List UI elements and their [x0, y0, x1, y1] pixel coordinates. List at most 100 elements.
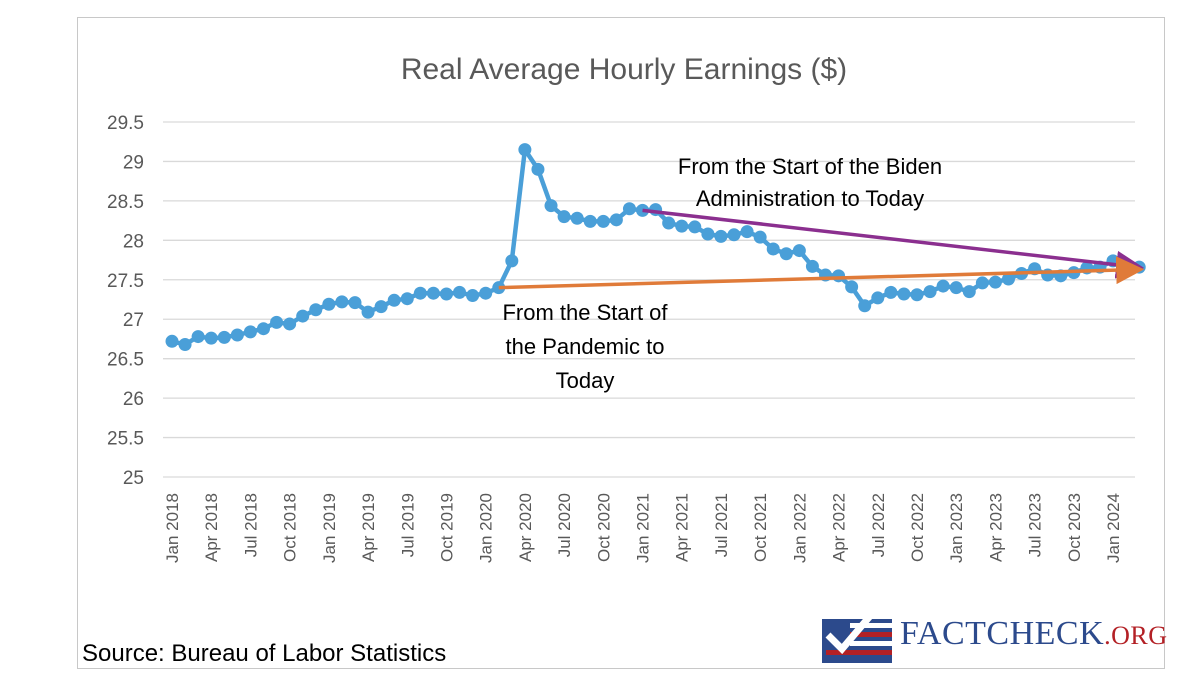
data-point: [701, 227, 715, 241]
x-tick-label: Jul 2022: [869, 493, 888, 557]
data-point: [309, 303, 323, 317]
data-point: [505, 254, 519, 268]
data-point: [165, 334, 179, 348]
data-point: [1001, 272, 1015, 286]
data-point: [439, 287, 453, 301]
data-point: [609, 213, 623, 227]
data-point: [936, 279, 950, 293]
x-tick-label: Jan 2023: [947, 493, 966, 563]
data-point: [884, 285, 898, 299]
data-point: [544, 199, 558, 213]
y-tick-label: 28: [123, 231, 144, 252]
data-point: [466, 289, 480, 303]
data-point: [988, 275, 1002, 289]
x-tick-label: Apr 2022: [830, 493, 849, 562]
data-point: [727, 228, 741, 242]
x-tick-label: Oct 2023: [1065, 493, 1084, 562]
data-point: [662, 216, 676, 230]
data-point: [204, 331, 218, 345]
annotation-text: Administration to Today: [696, 186, 924, 211]
x-tick-label: Jan 2020: [477, 493, 496, 563]
logo-main-text: FACTCHECK: [900, 615, 1105, 652]
data-point: [622, 202, 636, 216]
data-point: [453, 285, 467, 299]
data-point: [871, 291, 885, 305]
x-tick-label: Apr 2018: [202, 493, 221, 562]
annotation-text: From the Start of: [502, 300, 668, 325]
x-tick-label: Jul 2018: [241, 493, 260, 557]
x-tick-label: Apr 2021: [673, 493, 692, 562]
annotation-text: From the Start of the Biden: [678, 154, 942, 179]
data-point: [426, 286, 440, 300]
y-tick-label: 25.5: [107, 429, 144, 450]
data-point: [348, 296, 362, 310]
data-point: [949, 281, 963, 295]
logo-wordmark: FACTCHECK.ORG: [900, 615, 1168, 653]
data-point: [858, 299, 872, 313]
data-point: [518, 143, 532, 157]
flag-checkmark-icon: [822, 606, 892, 663]
x-tick-label: Oct 2019: [437, 493, 456, 562]
data-point: [387, 293, 401, 307]
data-point: [531, 162, 545, 176]
x-tick-label: Jan 2018: [163, 493, 182, 563]
data-point: [243, 325, 257, 339]
data-point: [897, 287, 911, 301]
data-point: [217, 330, 231, 344]
data-point: [845, 280, 859, 294]
factcheck-logo: FACTCHECK.ORG: [820, 605, 1167, 665]
logo-suffix-text: .ORG: [1104, 621, 1168, 650]
annotation-text: Today: [556, 368, 615, 393]
x-tick-label: Jan 2021: [634, 493, 653, 563]
data-point: [583, 214, 597, 228]
source-note: Source: Bureau of Labor Statistics: [82, 640, 447, 667]
x-tick-label: Jul 2023: [1026, 493, 1045, 557]
data-point: [256, 322, 270, 336]
chart-frame: [77, 17, 1165, 669]
data-point: [975, 276, 989, 290]
data-point: [400, 292, 414, 306]
x-tick-label: Oct 2022: [908, 493, 927, 562]
data-point: [296, 309, 310, 323]
data-point: [322, 297, 336, 311]
data-point: [570, 211, 584, 225]
data-point: [361, 305, 375, 319]
x-tick-label: Apr 2020: [516, 493, 535, 562]
x-tick-label: Apr 2023: [986, 493, 1005, 562]
y-tick-label: 25: [123, 468, 144, 489]
data-point: [714, 229, 728, 243]
y-tick-label: 27.5: [107, 271, 144, 292]
x-tick-label: Jul 2019: [398, 493, 417, 557]
x-tick-label: Jan 2019: [320, 493, 339, 563]
data-point: [792, 244, 806, 258]
annotation-text: the Pandemic to: [506, 334, 665, 359]
data-point: [832, 269, 846, 283]
data-point: [191, 330, 205, 344]
data-point: [962, 285, 976, 299]
y-tick-label: 26: [123, 389, 144, 410]
data-point: [910, 288, 924, 302]
data-point: [688, 220, 702, 234]
data-point: [596, 214, 610, 228]
data-point: [283, 317, 297, 331]
y-tick-label: 27: [123, 310, 144, 331]
data-point: [779, 247, 793, 261]
data-point: [740, 225, 754, 239]
x-tick-label: Jan 2024: [1104, 493, 1123, 563]
data-point: [413, 286, 427, 300]
y-tick-label: 28.5: [107, 192, 144, 213]
x-tick-label: Jul 2021: [712, 493, 731, 557]
y-tick-label: 26.5: [107, 350, 144, 371]
data-point: [270, 315, 284, 329]
data-point: [923, 285, 937, 299]
data-point: [335, 295, 349, 309]
data-point: [557, 210, 571, 224]
data-point: [479, 286, 493, 300]
x-tick-label: Oct 2021: [751, 493, 770, 562]
data-point: [805, 259, 819, 273]
annotation-arrow: [642, 208, 1145, 279]
data-point: [374, 300, 388, 314]
x-tick-label: Apr 2019: [359, 493, 378, 562]
annotation-arrow: [498, 256, 1145, 290]
